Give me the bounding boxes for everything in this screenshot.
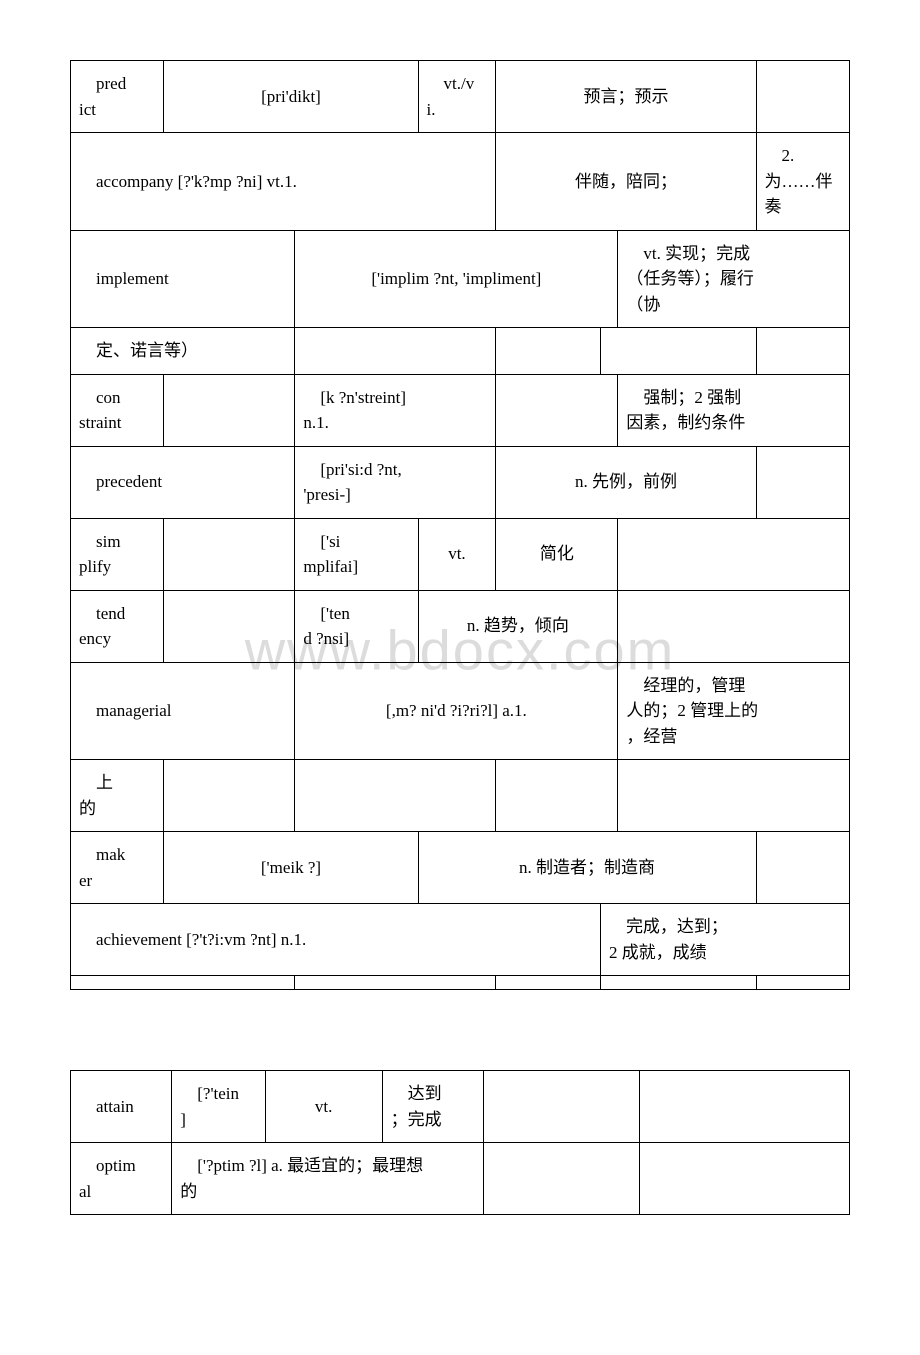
cell bbox=[639, 1143, 849, 1215]
cell: [?'tein ] bbox=[172, 1071, 265, 1143]
cell bbox=[618, 518, 850, 590]
cell: managerial bbox=[71, 662, 295, 760]
cell: implement bbox=[71, 230, 295, 328]
cell bbox=[164, 590, 295, 662]
cell: 经理的，管理 人的；2 管理上的 ，经营 bbox=[618, 662, 850, 760]
cell bbox=[164, 374, 295, 446]
cell bbox=[295, 976, 496, 990]
cell: tend ency bbox=[71, 590, 164, 662]
cell bbox=[483, 1071, 639, 1143]
cell bbox=[756, 446, 849, 518]
cell bbox=[639, 1071, 849, 1143]
table-row: 上 的 bbox=[71, 760, 850, 832]
cell bbox=[600, 976, 756, 990]
cell: vt. 实现；完成 （任务等）；履行 （协 bbox=[618, 230, 850, 328]
table-row: tend ency ['ten d ?nsi] n. 趋势，倾向 bbox=[71, 590, 850, 662]
cell bbox=[295, 760, 496, 832]
cell: 强制；2 强制 因素，制约条件 bbox=[618, 374, 850, 446]
cell: 上 的 bbox=[71, 760, 164, 832]
cell: 简化 bbox=[496, 518, 618, 590]
table-row: optim al ['?ptim ?l] a. 最适宜的；最理想 的 bbox=[71, 1143, 850, 1215]
cell: optim al bbox=[71, 1143, 172, 1215]
cell: vt. bbox=[418, 518, 496, 590]
table-row bbox=[71, 976, 850, 990]
cell bbox=[496, 976, 601, 990]
table-row: accompany [?'k?mp ?ni] vt.1. 伴随，陪同； 2. 为… bbox=[71, 133, 850, 231]
cell: ['meik ?] bbox=[164, 832, 418, 904]
cell bbox=[618, 760, 850, 832]
table-row: managerial [,m? ni'd ?i?ri?l] a.1. 经理的，管… bbox=[71, 662, 850, 760]
cell bbox=[496, 374, 618, 446]
cell: n. 先例，前例 bbox=[496, 446, 756, 518]
cell bbox=[483, 1143, 639, 1215]
cell: sim plify bbox=[71, 518, 164, 590]
table-row: 定、诺言等） bbox=[71, 328, 850, 375]
table-row: con straint [k ?n'streint] n.1. 强制；2 强制 … bbox=[71, 374, 850, 446]
vocab-table-2: attain [?'tein ] vt. 达到 ；完成 optim al ['?… bbox=[70, 1070, 850, 1215]
table-row: precedent [pri'si:d ?nt, 'presi-] n. 先例，… bbox=[71, 446, 850, 518]
cell: vt./v i. bbox=[418, 61, 496, 133]
cell bbox=[618, 590, 850, 662]
cell bbox=[496, 760, 618, 832]
cell: 2. 为……伴 奏 bbox=[756, 133, 849, 231]
cell: pred ict bbox=[71, 61, 164, 133]
cell bbox=[295, 328, 496, 375]
cell bbox=[756, 61, 849, 133]
cell: n. 制造者；制造商 bbox=[418, 832, 756, 904]
cell bbox=[164, 760, 295, 832]
cell: con straint bbox=[71, 374, 164, 446]
cell bbox=[756, 832, 849, 904]
table-row: pred ict [pri'dikt] vt./v i. 预言；预示 bbox=[71, 61, 850, 133]
cell: attain bbox=[71, 1071, 172, 1143]
cell: mak er bbox=[71, 832, 164, 904]
cell: ['si mplifai] bbox=[295, 518, 418, 590]
cell bbox=[756, 976, 849, 990]
cell: n. 趋势，倾向 bbox=[418, 590, 618, 662]
cell: [pri'si:d ?nt, 'presi-] bbox=[295, 446, 496, 518]
table-row: achievement [?'t?i:vm ?nt] n.1. 完成，达到； 2… bbox=[71, 904, 850, 976]
cell bbox=[756, 328, 849, 375]
cell: accompany [?'k?mp ?ni] vt.1. bbox=[71, 133, 496, 231]
table-row: attain [?'tein ] vt. 达到 ；完成 bbox=[71, 1071, 850, 1143]
cell: vt. bbox=[265, 1071, 382, 1143]
table-row: sim plify ['si mplifai] vt. 简化 bbox=[71, 518, 850, 590]
cell: 预言；预示 bbox=[496, 61, 756, 133]
cell: achievement [?'t?i:vm ?nt] n.1. bbox=[71, 904, 601, 976]
table-row: implement ['implim ?nt, 'impliment] vt. … bbox=[71, 230, 850, 328]
cell: [k ?n'streint] n.1. bbox=[295, 374, 496, 446]
cell: [,m? ni'd ?i?ri?l] a.1. bbox=[295, 662, 618, 760]
cell bbox=[164, 518, 295, 590]
vocab-table-1: pred ict [pri'dikt] vt./v i. 预言；预示 accom… bbox=[70, 60, 850, 990]
cell: 定、诺言等） bbox=[71, 328, 295, 375]
cell bbox=[600, 328, 756, 375]
table-row: mak er ['meik ?] n. 制造者；制造商 bbox=[71, 832, 850, 904]
cell bbox=[71, 976, 295, 990]
cell: [pri'dikt] bbox=[164, 61, 418, 133]
cell: precedent bbox=[71, 446, 295, 518]
cell: 完成，达到； 2 成就，成绩 bbox=[600, 904, 849, 976]
cell: ['?ptim ?l] a. 最适宜的；最理想 的 bbox=[172, 1143, 484, 1215]
cell: ['implim ?nt, 'impliment] bbox=[295, 230, 618, 328]
cell: ['ten d ?nsi] bbox=[295, 590, 418, 662]
cell bbox=[496, 328, 601, 375]
cell: 达到 ；完成 bbox=[382, 1071, 483, 1143]
cell: 伴随，陪同； bbox=[496, 133, 756, 231]
